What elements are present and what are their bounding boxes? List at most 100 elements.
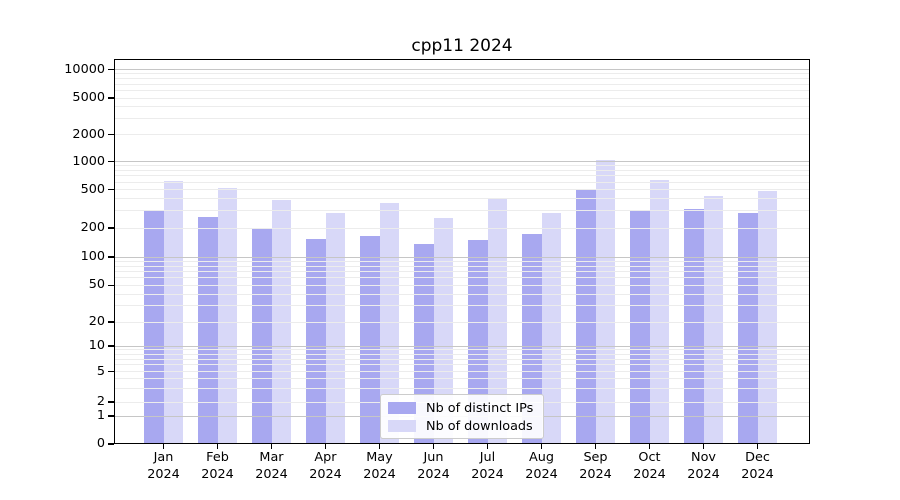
y-tick-label-10000: 10000 — [64, 61, 105, 77]
legend-entry-downloads: Nb of downloads — [388, 417, 536, 435]
x-tick-year: 2024 — [417, 466, 450, 482]
y-tick-label-2: 2 — [96, 394, 105, 409]
x-tick-label-feb: Feb 2024 — [188, 450, 248, 483]
legend-label: Nb of downloads — [426, 418, 533, 434]
x-tick-year: 2024 — [201, 466, 234, 482]
x-tick-month: Nov — [691, 450, 716, 465]
y-tick-mark-10 — [108, 345, 114, 347]
x-tick-month: Sep — [583, 450, 608, 465]
y-tick-mark-500 — [108, 188, 114, 191]
y-tick-label-200: 200 — [80, 220, 105, 235]
x-tick-mark-nov — [702, 444, 705, 449]
bar-downloads-dec — [757, 191, 777, 444]
x-tick-mark-jul — [486, 444, 489, 449]
legend-label: Nb of distinct IPs — [426, 400, 534, 416]
bar-distinct-ips-jul — [468, 240, 488, 444]
y-tick-label-1000: 1000 — [72, 153, 105, 169]
x-tick-month: Jul — [479, 450, 496, 465]
legend-swatch-icon — [388, 402, 416, 414]
x-tick-label-dec: Dec 2024 — [728, 450, 788, 483]
x-tick-label-jun: Jun 2024 — [404, 450, 464, 483]
y-tick-label-20: 20 — [88, 314, 105, 329]
x-tick-mark-may — [378, 444, 381, 449]
x-tick-label-oct: Oct 2024 — [620, 450, 680, 483]
x-tick-label-apr: Apr 2024 — [296, 450, 356, 483]
bar-distinct-ips-oct — [630, 210, 650, 444]
bar-downloads-apr — [325, 213, 345, 444]
bar-downloads-feb — [217, 188, 237, 444]
x-tick-mark-sep — [594, 444, 597, 449]
bar-distinct-ips-nov — [684, 209, 704, 444]
x-tick-year: 2024 — [741, 466, 774, 482]
x-tick-month: Feb — [206, 450, 229, 465]
bar-distinct-ips-may — [360, 236, 380, 444]
bar-distinct-ips-aug — [522, 234, 542, 444]
x-tick-mark-oct — [648, 444, 651, 449]
legend-entry-distinct-ips: Nb of distinct IPs — [388, 399, 536, 417]
bar-distinct-ips-apr — [306, 238, 326, 444]
bar-downloads-jul — [487, 197, 507, 444]
y-tick-label-50: 50 — [88, 277, 105, 293]
x-tick-mark-apr — [324, 444, 327, 449]
chart-title: cpp11 2024 — [411, 36, 513, 56]
y-tick-mark-20 — [108, 321, 114, 323]
x-tick-year: 2024 — [147, 466, 180, 482]
x-tick-year: 2024 — [525, 466, 558, 482]
x-tick-month: May — [366, 450, 393, 465]
x-tick-month: Jan — [153, 450, 174, 465]
legend: Nb of distinct IPs Nb of downloads — [380, 394, 544, 439]
y-tick-label-2000: 2000 — [72, 126, 105, 142]
y-tick-mark-1 — [108, 415, 114, 417]
x-tick-mark-jan — [162, 444, 165, 449]
y-tick-label-500: 500 — [80, 181, 105, 197]
y-tick-mark-0 — [108, 443, 114, 445]
bar-distinct-ips-sep — [576, 188, 596, 444]
y-tick-mark-10000 — [108, 68, 114, 71]
y-tick-mark-2 — [108, 401, 114, 403]
x-tick-label-sep: Sep 2024 — [566, 450, 626, 483]
bar-downloads-oct — [649, 179, 669, 444]
x-tick-month: Aug — [529, 450, 554, 465]
x-tick-mark-mar — [270, 444, 273, 449]
x-tick-label-jan: Jan 2024 — [134, 450, 194, 483]
x-tick-label-jul: Jul 2024 — [458, 450, 518, 483]
x-tick-month: Jun — [423, 450, 444, 465]
legend-swatch-icon — [388, 420, 416, 432]
bar-distinct-ips-jun — [414, 243, 434, 444]
x-tick-year: 2024 — [633, 466, 666, 482]
bar-downloads-aug — [541, 212, 561, 444]
bar-distinct-ips-jan — [144, 209, 164, 444]
y-tick-label-100: 100 — [80, 249, 105, 264]
bar-downloads-nov — [703, 195, 723, 444]
x-tick-mark-feb — [216, 444, 219, 449]
x-tick-label-may: May 2024 — [350, 450, 410, 483]
x-tick-mark-aug — [540, 444, 543, 449]
x-tick-label-aug: Aug 2024 — [512, 450, 572, 483]
bar-downloads-jun — [433, 218, 453, 444]
bar-downloads-sep — [595, 160, 615, 444]
x-tick-year: 2024 — [363, 466, 396, 482]
x-tick-month: Mar — [259, 450, 284, 465]
bar-downloads-may — [379, 202, 399, 444]
x-tick-label-nov: Nov 2024 — [674, 450, 734, 483]
x-tick-month: Apr — [314, 450, 337, 465]
x-tick-year: 2024 — [309, 466, 342, 482]
y-tick-mark-1000 — [108, 160, 114, 163]
y-tick-mark-50 — [108, 284, 114, 286]
y-tick-mark-5 — [108, 370, 114, 373]
y-tick-label-0: 0 — [96, 436, 105, 451]
x-tick-mark-jun — [432, 444, 435, 449]
bar-distinct-ips-dec — [738, 213, 758, 444]
plot-area — [114, 59, 810, 444]
bar-downloads-mar — [271, 200, 291, 444]
y-tick-label-5: 5 — [96, 363, 105, 379]
x-tick-month: Oct — [638, 450, 661, 465]
x-tick-year: 2024 — [471, 466, 504, 482]
bar-distinct-ips-mar — [252, 227, 272, 444]
x-tick-year: 2024 — [687, 466, 720, 482]
y-tick-label-1: 1 — [96, 408, 105, 423]
x-tick-month: Dec — [745, 450, 770, 465]
x-tick-label-mar: Mar 2024 — [242, 450, 302, 483]
x-tick-mark-dec — [756, 444, 759, 449]
